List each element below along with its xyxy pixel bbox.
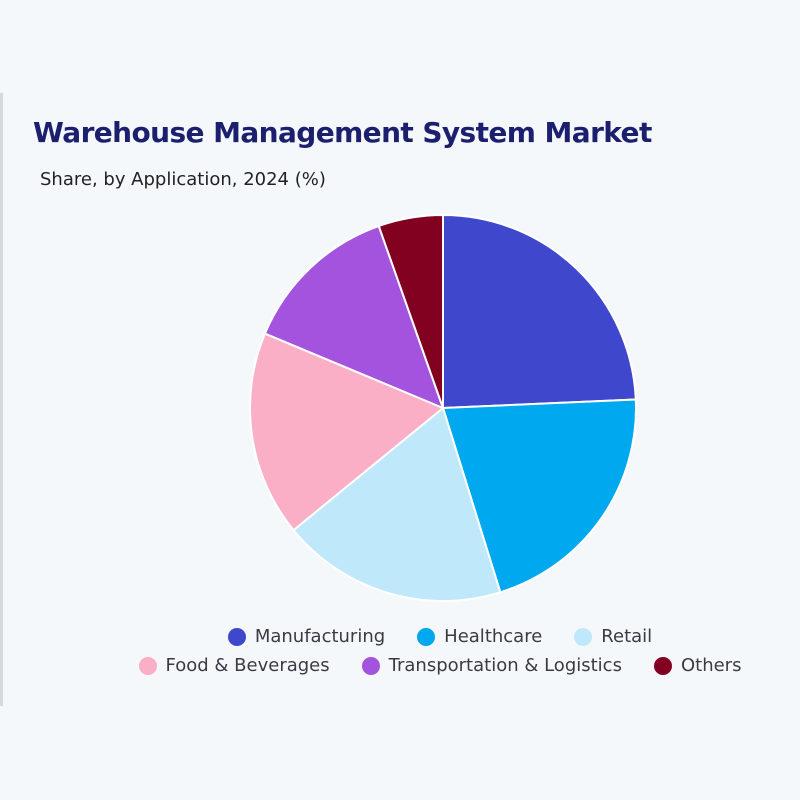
legend-label: Manufacturing xyxy=(254,626,386,647)
legend-item-retail[interactable]: Retail xyxy=(574,626,652,647)
pie-slice-transportation-logistics[interactable] xyxy=(263,225,444,409)
retail-swatch-icon xyxy=(574,627,593,646)
legend-label: Transportation & Logistics xyxy=(388,655,622,676)
healthcare-swatch-icon xyxy=(417,627,436,646)
pie-slices xyxy=(248,214,637,602)
manufacturing-swatch-icon xyxy=(227,627,246,646)
pie-slice-food-beverages[interactable] xyxy=(248,332,444,532)
legend-row-2: Food & Beverages Transportation & Logist… xyxy=(0,651,800,680)
legend-row-1: Manufacturing Healthcare Retail xyxy=(0,622,800,651)
legend-item-manufacturing[interactable]: Manufacturing xyxy=(227,626,386,647)
food-beverages-swatch-icon xyxy=(138,656,157,675)
others-swatch-icon xyxy=(653,656,672,675)
chart-title: Warehouse Management System Market xyxy=(33,116,652,149)
left-divider xyxy=(0,93,3,706)
pie-slice-retail[interactable] xyxy=(292,407,502,602)
chart-subtitle: Share, by Application, 2024 (%) xyxy=(40,169,326,190)
legend-item-healthcare[interactable]: Healthcare xyxy=(417,626,542,647)
legend-label: Healthcare xyxy=(444,626,543,647)
pie-slice-manufacturing[interactable] xyxy=(442,214,637,409)
legend-item-food-beverages[interactable]: Food & Beverages xyxy=(138,655,330,676)
pie-slice-healthcare[interactable] xyxy=(442,398,637,594)
pie-slice-others[interactable] xyxy=(377,214,444,409)
legend-label: Food & Beverages xyxy=(165,655,330,676)
transportation-logistics-swatch-icon xyxy=(361,656,380,675)
legend-item-transportation-logistics[interactable]: Transportation & Logistics xyxy=(361,655,622,676)
legend-label: Others xyxy=(680,655,742,676)
legend-item-others[interactable]: Others xyxy=(653,655,742,676)
chart-legend: Manufacturing Healthcare Retail Food & B… xyxy=(0,622,800,680)
legend-label: Retail xyxy=(601,626,653,647)
